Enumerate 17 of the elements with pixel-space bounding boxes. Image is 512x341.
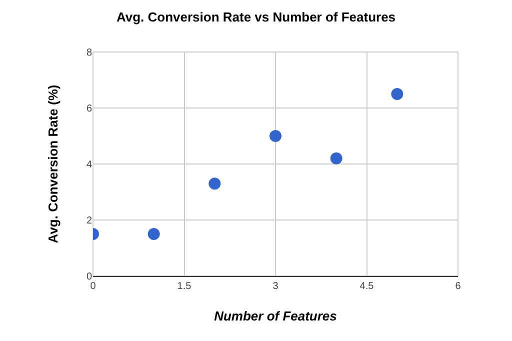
y-tick-label: 0 <box>86 272 92 282</box>
y-tick-label: 8 <box>86 48 92 58</box>
point <box>270 130 282 142</box>
y-tick-label: 6 <box>86 104 92 114</box>
x-tick-label: 4.5 <box>360 281 374 292</box>
point <box>330 152 342 164</box>
x-tick-label: 1.5 <box>177 281 192 292</box>
chart-title: Avg. Conversion Rate vs Number of Features <box>116 10 396 25</box>
x-axis-title: Number of Features <box>214 308 337 324</box>
y-tick-label: 4 <box>86 160 92 170</box>
y-tick-label: 2 <box>86 216 92 226</box>
y-axis-title: Avg. Conversion Rate (%) <box>45 84 60 244</box>
x-tick-label: 6 <box>455 281 462 292</box>
point <box>391 88 404 100</box>
point <box>148 228 160 240</box>
point <box>208 178 221 190</box>
x-tick-label: 3 <box>272 281 279 292</box>
